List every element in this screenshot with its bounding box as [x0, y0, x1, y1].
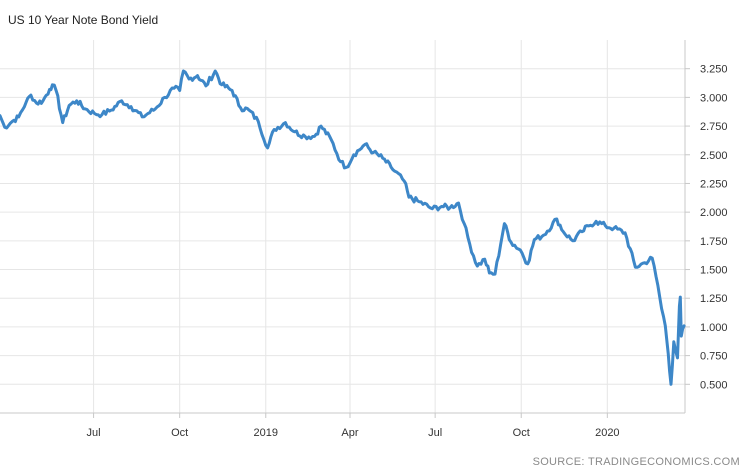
y-tick-label: 2.250 [700, 178, 728, 190]
x-tick-labels: Jul Oct 2019 Apr Jul Oct 2020 [87, 427, 620, 439]
y-tick-label: 1.500 [700, 265, 728, 277]
x-tick-label: Oct [171, 427, 188, 439]
source-note: SOURCE: TRADINGECONOMICS.COM [532, 456, 740, 468]
y-tick-label: 0.750 [700, 351, 728, 363]
y-tick-labels: 0.500 0.750 1.000 1.250 1.500 1.750 2.000 2.250… [700, 64, 728, 392]
y-tick-label: 1.000 [700, 322, 728, 334]
x-gridlines [93, 40, 608, 418]
y-tick-label: 1.250 [700, 293, 728, 305]
x-tick-label: Jul [87, 427, 101, 439]
y-tick-label: 3.250 [700, 64, 728, 76]
y-tick-label: 2.000 [700, 207, 728, 219]
x-tick-label: 2019 [254, 427, 278, 439]
y-tick-label: 2.500 [700, 150, 728, 162]
x-tick-label: 2020 [595, 427, 619, 439]
y-tick-label: 3.000 [700, 92, 728, 104]
x-tick-label: Oct [513, 427, 530, 439]
y-tick-label: 1.750 [700, 236, 728, 248]
y-tick-label: 2.750 [700, 121, 728, 133]
x-tick-label: Jul [428, 427, 442, 439]
y-tick-label: 0.500 [700, 379, 728, 391]
series-line [0, 69, 686, 386]
x-tick-label: Apr [341, 427, 358, 439]
chart-title: US 10 Year Note Bond Yield [8, 13, 159, 27]
